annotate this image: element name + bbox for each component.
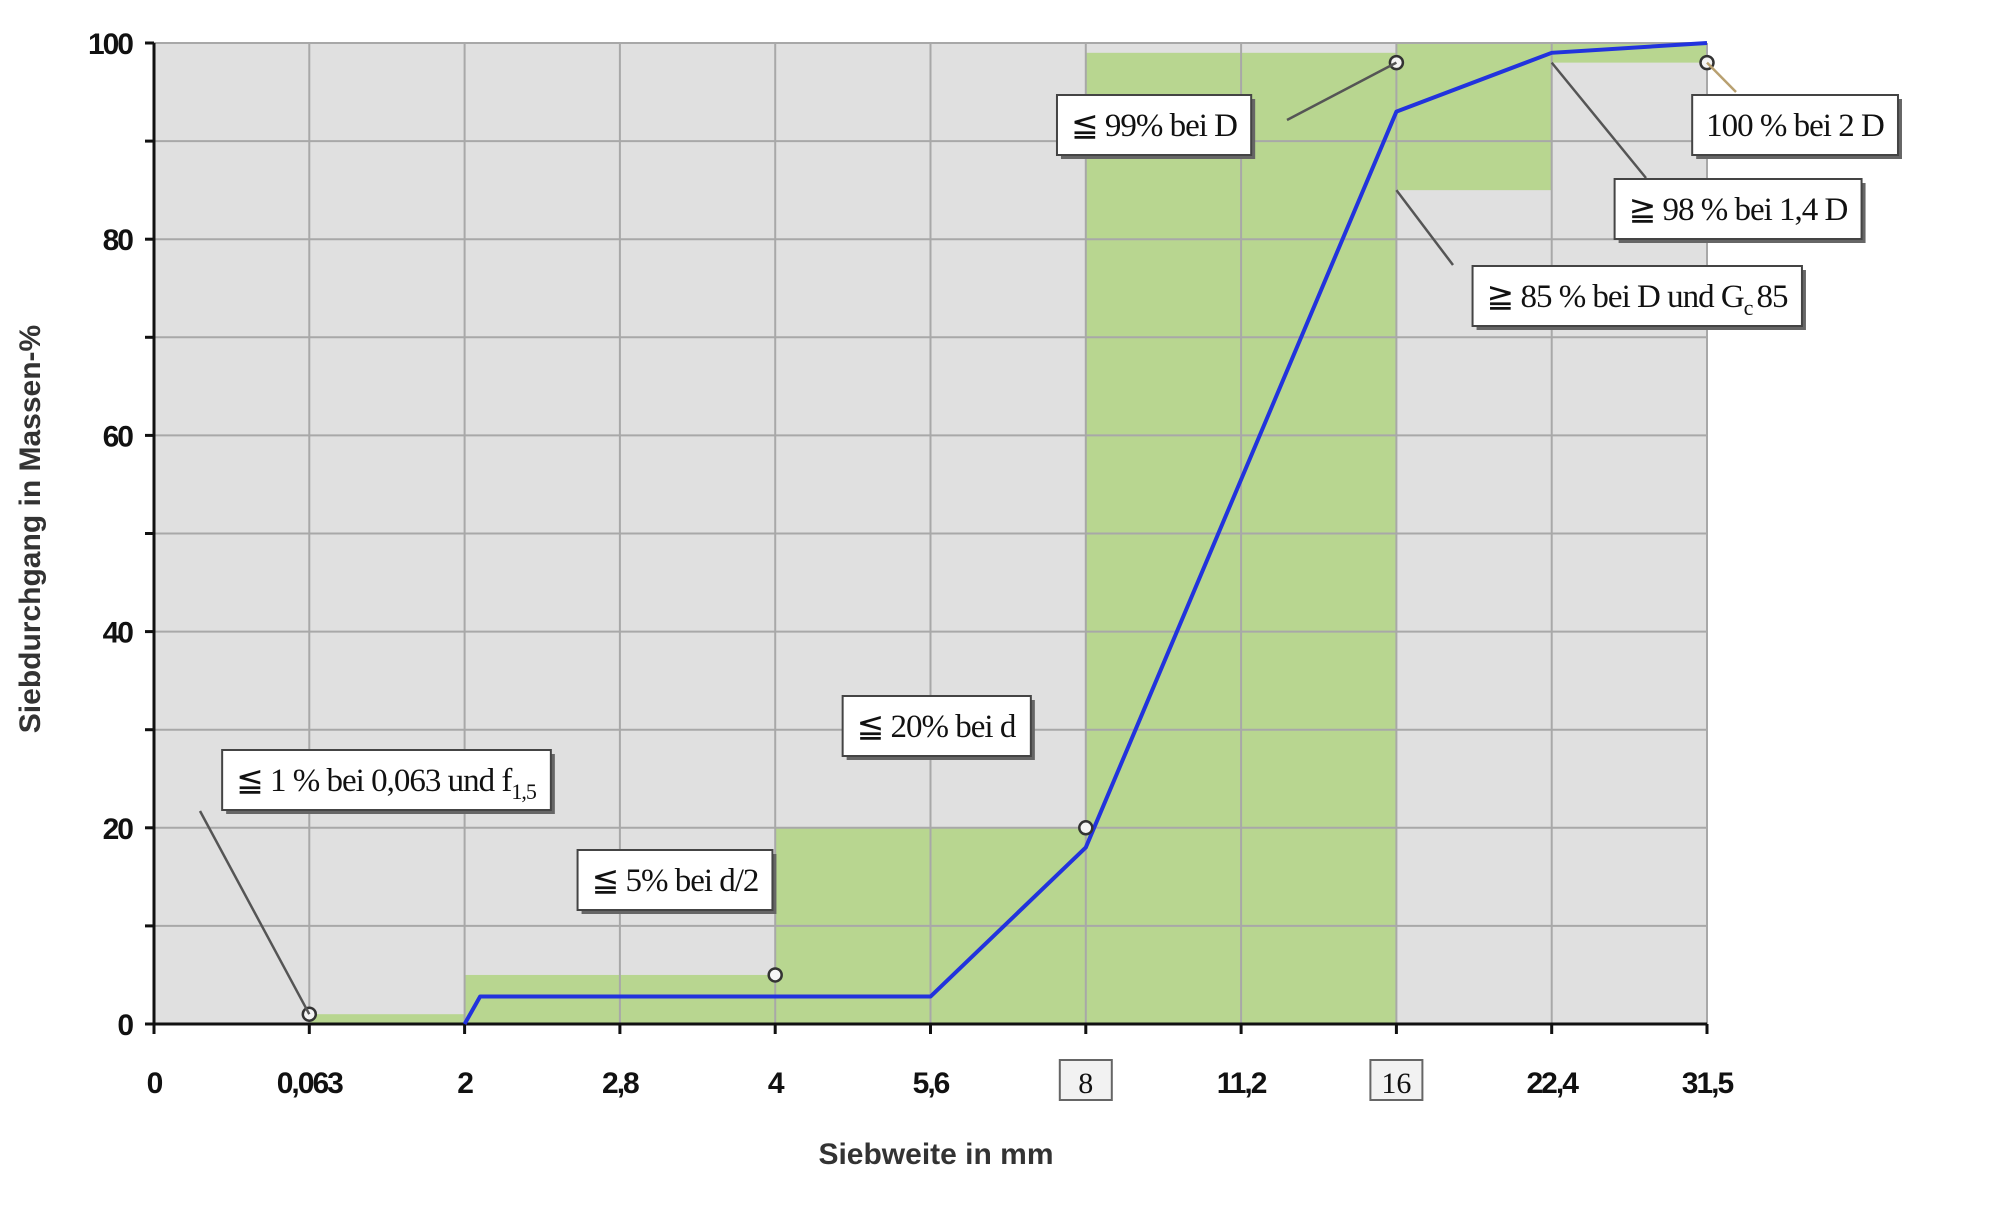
annotation-text: ≧ 85 % bei D und Gc 85: [1487, 279, 1788, 320]
leader-line: [1395, 189, 1454, 266]
y-tick-label: 0: [117, 1009, 133, 1042]
annotation-subscript: c: [1744, 295, 1754, 320]
requirement-marker: [1388, 54, 1405, 71]
annotation: ≦ 20% bei d: [841, 695, 1035, 760]
annotation-box: [1613, 178, 1863, 240]
x-tick-label: 8: [1078, 1067, 1093, 1100]
y-tick-label: 80: [103, 224, 134, 257]
x-tick-label: 5,6: [913, 1067, 950, 1100]
annotation-main: ≧ 85 % bei D und G: [1487, 279, 1744, 315]
x-tick-label: 0,063: [277, 1067, 343, 1100]
annotation-main: ≧ 98 % bei 1,4 D: [1629, 192, 1848, 228]
x-tick-label: 16: [1381, 1067, 1411, 1100]
annotation-box: [1691, 94, 1899, 156]
annotation-box: [1471, 265, 1803, 327]
y-tick-label: 40: [103, 617, 134, 650]
leader-line: [198, 810, 311, 1015]
annotation-box: [841, 695, 1032, 757]
annotation-after: 85: [1756, 279, 1788, 315]
annotation: ≦ 99% bei D: [1055, 94, 1256, 159]
requirement-marker: [767, 967, 783, 983]
annotation: ≦ 1 % bei 0,063 und f1,5: [221, 749, 555, 814]
x-axis-title: Siebweite in mm: [818, 1138, 1053, 1171]
annotation-text: 100 % bei 2 D: [1706, 108, 1884, 144]
x-tick-box: [1058, 1059, 1113, 1101]
x-tick-label: 22,4: [1527, 1067, 1580, 1100]
leader-line: [1286, 61, 1397, 122]
y-axis-title: Siebdurchgang in Massen-%: [14, 325, 47, 733]
annotation-text: ≧ 98 % bei 1,4 D: [1629, 192, 1848, 228]
x-tick-label: 2,8: [602, 1067, 639, 1100]
annotation-main: ≦ 1 % bei 0,063 und f: [236, 763, 512, 799]
annotation-box: [576, 849, 774, 911]
annotation-text: ≦ 5% bei d/2: [592, 863, 759, 899]
annotation-main: ≦ 20% bei d: [857, 709, 1017, 745]
x-tick-label: 2: [457, 1067, 473, 1100]
y-tick-label: 100: [88, 28, 133, 61]
x-tick-label: 31,5: [1682, 1067, 1734, 1100]
annotation-text: ≦ 99% bei D: [1071, 108, 1237, 144]
limit-zone: [1551, 43, 1707, 63]
annotation: ≧ 85 % bei D und Gc 85: [1471, 265, 1806, 330]
annotation-text: ≦ 1 % bei 0,063 und f1,5: [236, 763, 537, 804]
x-tick-label: 0: [147, 1067, 163, 1100]
grading-curve: [462, 41, 1708, 1025]
x-tick-box: [1369, 1059, 1424, 1101]
x-tick-label: 11,2: [1217, 1067, 1267, 1100]
limit-zone: [309, 1014, 465, 1024]
x-tick-label: 4: [768, 1067, 785, 1100]
annotation: 100 % bei 2 D: [1691, 94, 1902, 159]
y-tick-label: 20: [103, 813, 134, 846]
requirement-marker: [1078, 820, 1094, 836]
y-tick-label: 60: [103, 420, 134, 453]
annotation-main: ≦ 5% bei d/2: [592, 863, 759, 899]
annotation-subscript: 1,5: [511, 779, 537, 804]
annotation-box: [1055, 94, 1253, 156]
annotation: ≦ 5% bei d/2: [576, 849, 777, 914]
leader-line: [1550, 61, 1647, 179]
annotation-main: ≦ 99% bei D: [1071, 108, 1237, 144]
leader-line: [1706, 61, 1737, 93]
annotation-text: ≦ 20% bei d: [857, 709, 1017, 745]
annotation-main: 100 % bei 2 D: [1706, 108, 1884, 144]
limit-zone: [1396, 43, 1552, 191]
annotation: ≧ 98 % bei 1,4 D: [1613, 178, 1866, 243]
annotation-box: [221, 749, 552, 811]
